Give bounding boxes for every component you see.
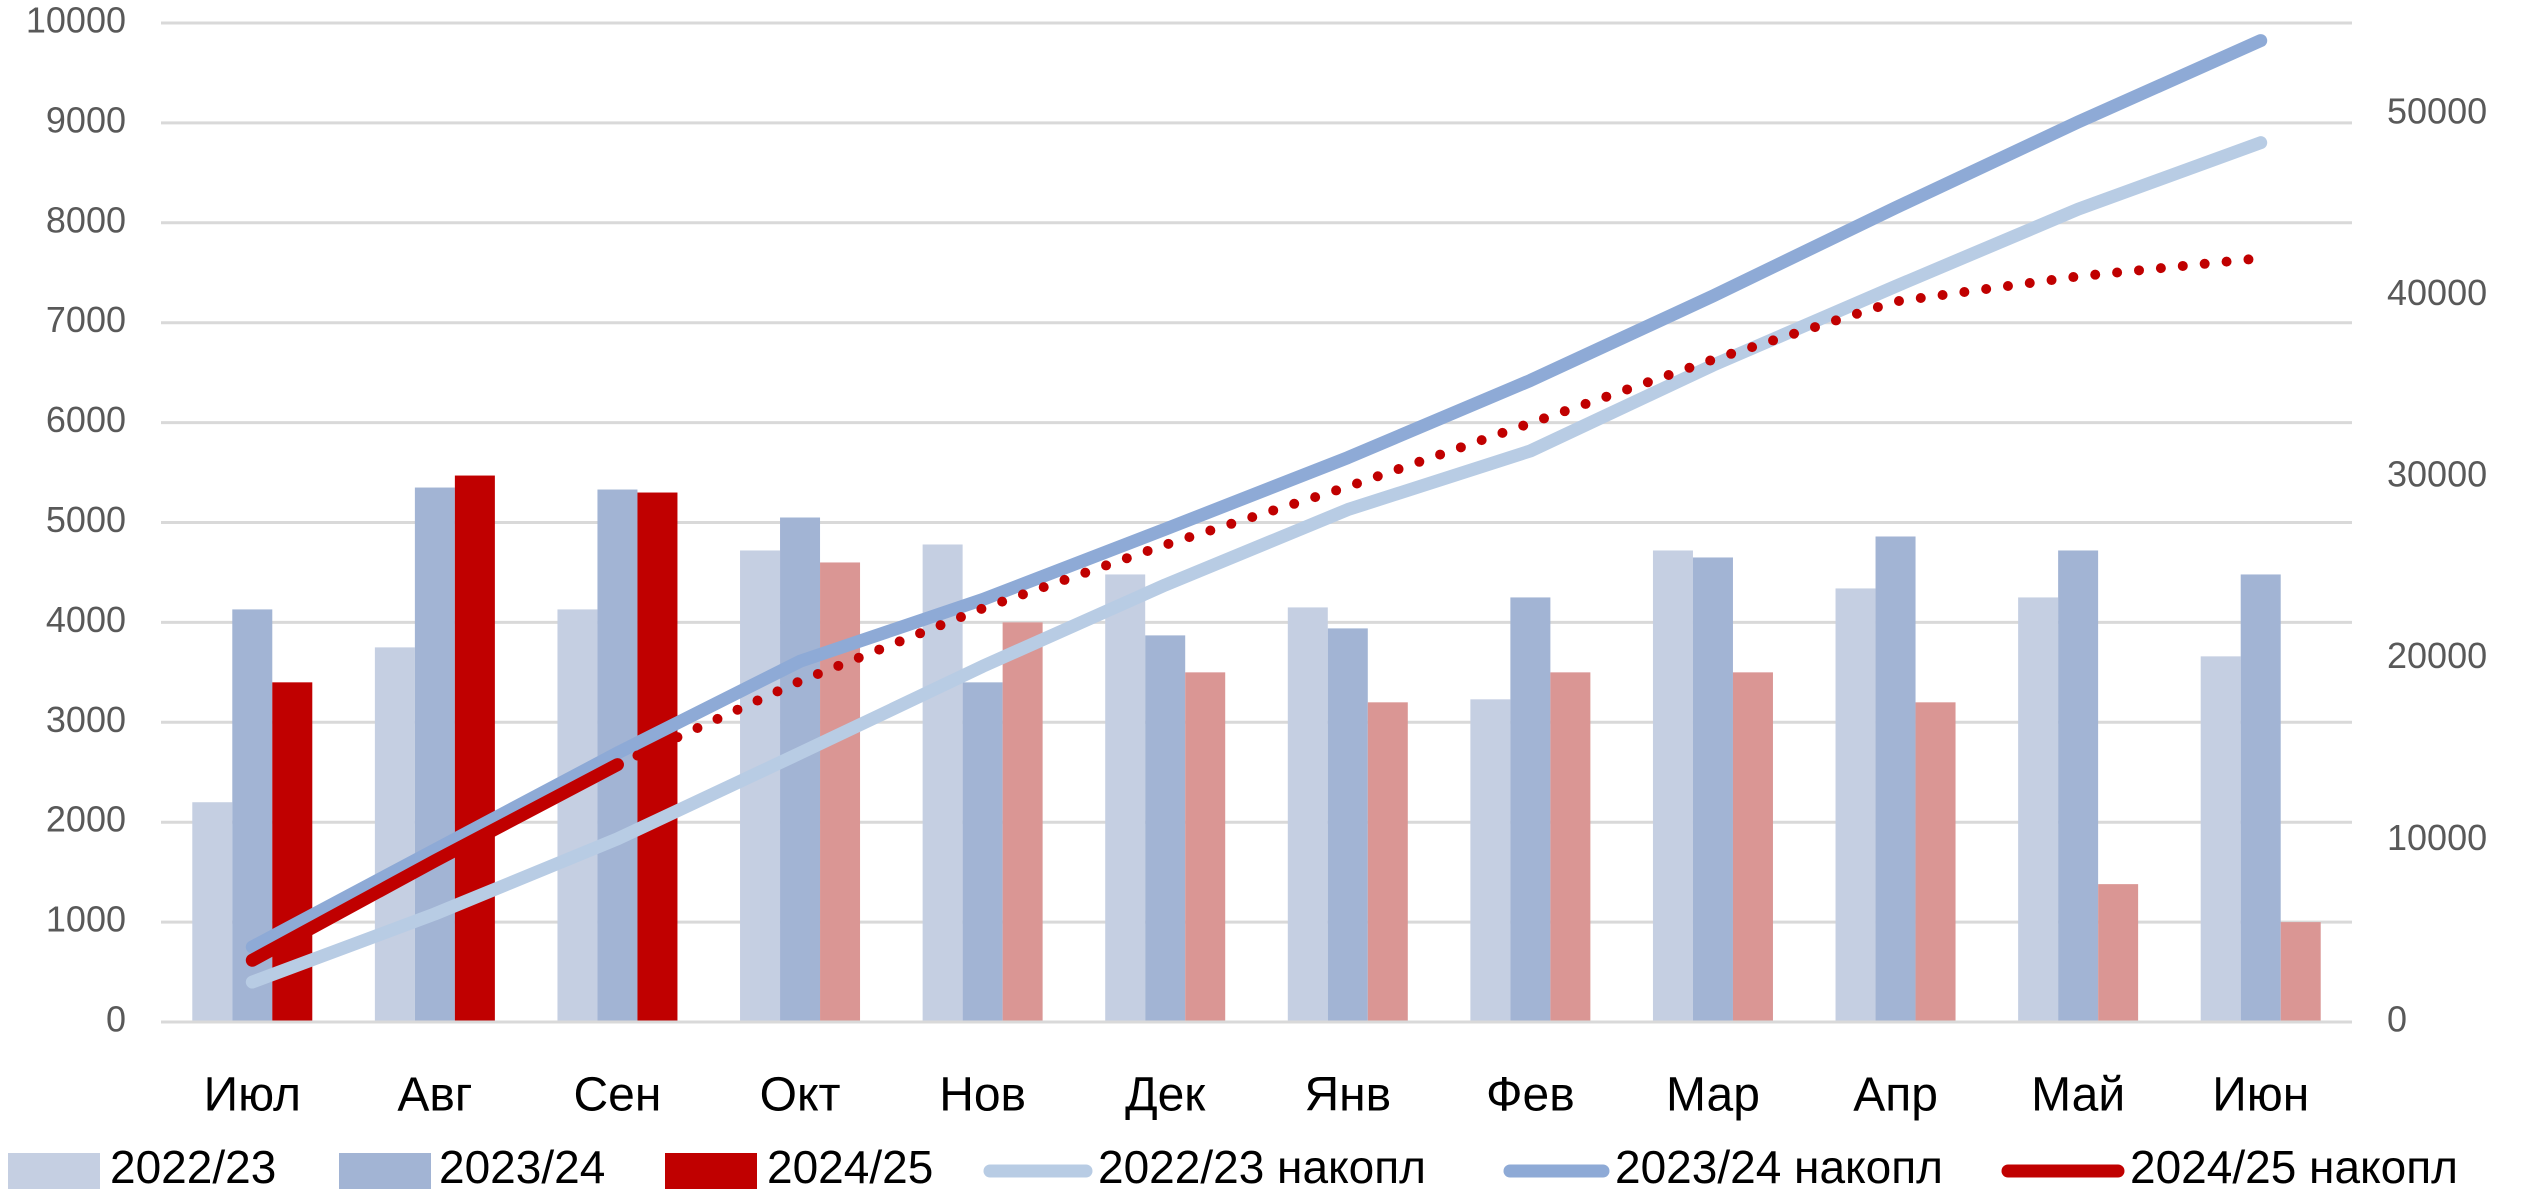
y-tick-label: 9000 bbox=[46, 99, 126, 140]
x-tick-label: Авг bbox=[397, 1069, 472, 1122]
x-tick-label: Окт bbox=[760, 1069, 841, 1122]
y2-tick-label: 40000 bbox=[2387, 272, 2487, 313]
x-tick-label: Июн bbox=[2212, 1069, 2309, 1122]
y-tick-label: 6000 bbox=[46, 399, 126, 440]
legend-label: 2024/25 накопл bbox=[2130, 1141, 2458, 1193]
y2-tick-label: 0 bbox=[2387, 999, 2407, 1040]
bar bbox=[1002, 622, 1043, 1022]
bar bbox=[454, 475, 495, 1022]
bar bbox=[1105, 574, 1146, 1022]
y-tick-label: 4000 bbox=[46, 599, 126, 640]
bar bbox=[637, 492, 678, 1022]
bar bbox=[780, 517, 821, 1022]
legend-label: 2023/24 накопл bbox=[1615, 1141, 1943, 1193]
y2-tick-label: 20000 bbox=[2387, 635, 2487, 676]
bar bbox=[1470, 699, 1511, 1022]
bar bbox=[557, 609, 598, 1022]
bar bbox=[1145, 635, 1186, 1022]
cumulative-line bbox=[245, 136, 2268, 989]
y-tick-label: 3000 bbox=[46, 699, 126, 740]
bar bbox=[820, 562, 861, 1022]
bar bbox=[1692, 557, 1733, 1022]
bar bbox=[1287, 607, 1328, 1022]
bar bbox=[2018, 597, 2059, 1022]
bar bbox=[1510, 597, 1551, 1022]
bar bbox=[2200, 656, 2241, 1022]
cumulative-line bbox=[245, 34, 2268, 954]
bar bbox=[1550, 672, 1591, 1022]
bar bbox=[2240, 574, 2281, 1022]
bar bbox=[1185, 672, 1226, 1022]
legend-label: 2022/23 bbox=[110, 1141, 276, 1193]
x-tick-label: Май bbox=[2031, 1069, 2125, 1122]
bar bbox=[740, 550, 781, 1022]
bar bbox=[2058, 550, 2099, 1022]
bar bbox=[1835, 588, 1876, 1022]
y2-tick-label: 10000 bbox=[2387, 817, 2487, 858]
bar bbox=[1367, 702, 1408, 1022]
y-tick-label: 2000 bbox=[46, 799, 126, 840]
cumulative-line bbox=[245, 758, 624, 967]
legend-swatch bbox=[665, 1153, 757, 1189]
x-tick-label: Нов bbox=[939, 1069, 1026, 1122]
y2-tick-label: 50000 bbox=[2387, 90, 2487, 131]
bar bbox=[1732, 672, 1773, 1022]
y-tick-label: 0 bbox=[106, 999, 126, 1040]
legend-label: 2024/25 bbox=[767, 1141, 933, 1193]
legend-swatch bbox=[8, 1153, 100, 1189]
y-tick-label: 10000 bbox=[26, 0, 126, 41]
bar bbox=[2280, 922, 2321, 1022]
x-tick-label: Дек bbox=[1125, 1069, 1206, 1122]
y-tick-label: 7000 bbox=[46, 299, 126, 340]
x-tick-label: Сен bbox=[574, 1069, 662, 1122]
bar bbox=[962, 682, 1003, 1022]
bar bbox=[1875, 536, 1916, 1022]
bar bbox=[1915, 702, 1956, 1022]
y-tick-label: 5000 bbox=[46, 499, 126, 540]
legend-label: 2022/23 накопл bbox=[1098, 1141, 1426, 1193]
legend-swatch bbox=[339, 1153, 431, 1189]
bar bbox=[414, 487, 455, 1022]
bar bbox=[2098, 884, 2139, 1022]
y-tick-label: 1000 bbox=[46, 899, 126, 940]
bar bbox=[192, 802, 233, 1022]
x-tick-label: Июл bbox=[204, 1069, 301, 1122]
bar bbox=[1327, 628, 1368, 1022]
x-tick-label: Мар bbox=[1666, 1069, 1760, 1122]
bar bbox=[374, 647, 415, 1022]
y2-tick-label: 30000 bbox=[2387, 454, 2487, 495]
bar bbox=[1652, 550, 1693, 1022]
x-tick-label: Фев bbox=[1486, 1069, 1575, 1122]
cumulative-line bbox=[612, 253, 2266, 770]
x-tick-label: Апр bbox=[1853, 1069, 1938, 1122]
x-tick-label: Янв bbox=[1304, 1069, 1391, 1122]
legend-label: 2023/24 bbox=[439, 1141, 605, 1193]
y-tick-label: 8000 bbox=[46, 199, 126, 240]
